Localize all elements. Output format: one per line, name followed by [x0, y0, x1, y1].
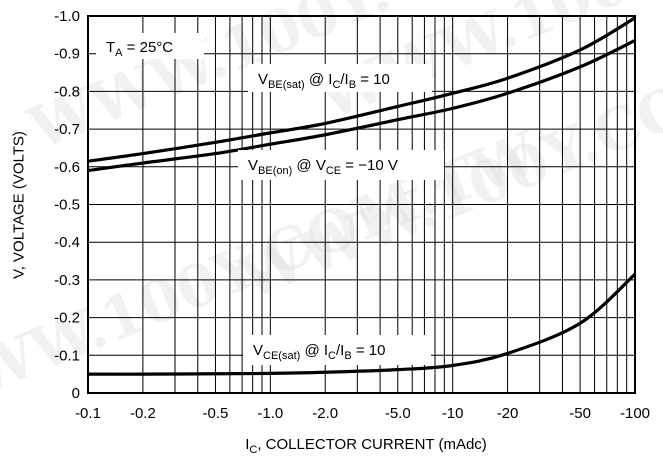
grid: [88, 16, 635, 393]
temperature-annotation: TA = 25°C: [96, 33, 204, 59]
label-vbe-on: VBE(on) @ VCE = −10 V: [238, 150, 444, 180]
annotation-part: V: [248, 157, 258, 174]
annotation-part: @ I: [305, 71, 333, 88]
annotation-part: B: [349, 79, 356, 91]
series-line-vbe-sat: [88, 16, 635, 163]
x-axis-title-sub: C: [249, 444, 257, 456]
x-tick-label: -1.0: [257, 405, 283, 422]
label-vce-sat: VCE(sat) @ IC/IB = 10: [243, 335, 431, 365]
y-tick-label: -0.8: [54, 83, 80, 100]
annotation-part: V: [258, 71, 268, 88]
series-line-vce-sat: [88, 272, 635, 376]
annotation-part: @ V: [292, 157, 326, 174]
x-tick-label: -5.0: [385, 405, 411, 422]
label-vbe-sat: VBE(sat) @ IC/IB = 10: [248, 64, 432, 92]
series-line-vbe-on: [88, 38, 635, 173]
y-tick-label: -0.3: [54, 272, 80, 289]
x-tick-label: -2.0: [312, 405, 338, 422]
y-tick-labels: 0 -0.1 -0.2 -0.3 -0.4 -0.5 -0.6 -0.7 -0.8 -0.9 -1.…: [54, 8, 80, 402]
x-axis-title-main: I: [245, 436, 249, 453]
y-tick-label: -0.9: [54, 46, 80, 63]
annotation-part: CE: [326, 165, 341, 177]
x-tick-label: -100: [620, 405, 650, 422]
plot-frame: [87, 15, 636, 394]
x-tick-labels: -0.1 -0.2 -0.5 -1.0 -2.0 -5.0 -10 -20 -50 -100: [75, 405, 650, 422]
svg-text:VBE(sat) @ IC/IB = 10: VBE(sat) @ IC/IB = 10: [258, 71, 390, 91]
x-tick-label: -0.2: [130, 405, 156, 422]
annotation-part: C: [328, 350, 336, 362]
annotation-part: CE(sat): [263, 350, 300, 362]
y-tick-label: -0.4: [54, 234, 80, 251]
temp-rest: = 25°C: [123, 39, 174, 56]
annotation-part: = −10 V: [341, 157, 398, 174]
annotation-part: @ I: [300, 342, 328, 359]
y-tick-label: -0.6: [54, 159, 80, 176]
y-tick-label: -0.5: [54, 197, 80, 214]
annotation-part: V: [253, 342, 263, 359]
y-tick-label: -0.1: [54, 347, 80, 364]
y-tick-label: -0.7: [54, 121, 80, 138]
temp-sub: A: [115, 47, 123, 59]
y-axis-title: V, VOLTAGE (VOLTS): [11, 131, 28, 279]
x-tick-label: -10: [442, 405, 464, 422]
svg-text:VCE(sat) @ IC/IB = 10: VCE(sat) @ IC/IB = 10: [253, 342, 385, 362]
annotation-part: = 10: [352, 342, 386, 359]
x-tick-label: -0.1: [75, 405, 101, 422]
svg-text:VBE(on) @ VCE = −10 V: VBE(on) @ VCE = −10 V: [248, 157, 398, 177]
y-tick-label: 0: [72, 385, 80, 402]
x-axis-title: IC, COLLECTOR CURRENT (mAdc): [245, 436, 487, 456]
annotation-part: = 10: [356, 71, 390, 88]
x-tick-label: -20: [497, 405, 519, 422]
annotation-part: /I: [336, 342, 344, 359]
x-axis-title-rest: , COLLECTOR CURRENT (mAdc): [257, 436, 486, 453]
x-tick-label: -0.5: [203, 405, 229, 422]
series-group: [88, 16, 635, 376]
annotation-part: C: [332, 79, 340, 91]
annotation-part: BE(sat): [268, 79, 305, 91]
y-tick-label: -0.2: [54, 310, 80, 327]
svg-text:TA = 25°C: TA = 25°C: [106, 39, 173, 59]
x-tick-label: -50: [569, 405, 591, 422]
annotation-part: /I: [340, 71, 348, 88]
temp-main: T: [106, 39, 115, 56]
annotation-part: BE(on): [258, 165, 292, 177]
y-tick-label: -1.0: [54, 8, 80, 25]
annotation-part: B: [344, 350, 351, 362]
